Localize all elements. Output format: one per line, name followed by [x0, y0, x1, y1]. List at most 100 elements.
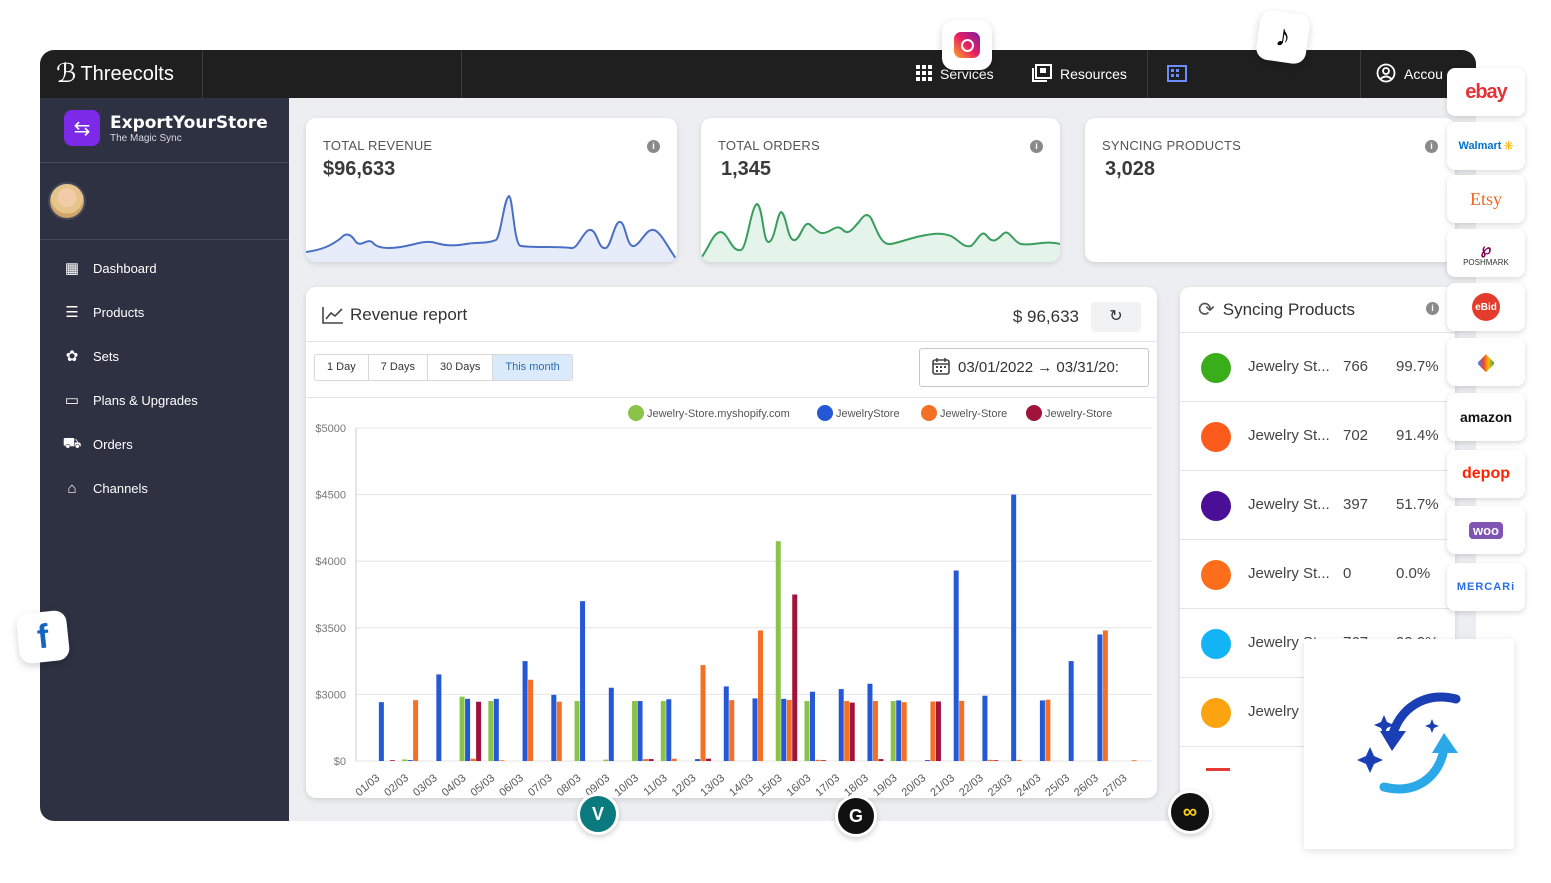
bar-1	[574, 701, 580, 761]
info-icon[interactable]: i	[647, 140, 660, 153]
app-window: ℬ Threecolts Services Resources	[40, 50, 1476, 821]
sidebar-item-sets[interactable]: ✿ Sets	[40, 334, 289, 378]
legend-swatch	[628, 405, 644, 421]
channel-woocommerce[interactable]: woo	[1447, 506, 1525, 554]
store-color-dot	[1201, 560, 1231, 590]
list-item-partial	[1206, 768, 1230, 771]
threecolts-brand[interactable]: ℬ Threecolts	[56, 50, 174, 98]
info-icon[interactable]: i	[1426, 302, 1439, 315]
refresh-button[interactable]: ↻	[1091, 302, 1141, 332]
list-item[interactable]: Jewelry St... 766 99.7%	[1180, 333, 1455, 402]
product-count: 0	[1343, 565, 1352, 582]
range-this-month[interactable]: This month	[493, 355, 572, 380]
channel-mercari[interactable]: MERCARi	[1447, 563, 1525, 611]
x-tick-label: 01/03	[353, 772, 382, 797]
bar-1	[775, 541, 781, 761]
syncing-products-title: ⟳ Syncing Products	[1198, 297, 1355, 322]
account-menu[interactable]: Accou	[1376, 50, 1443, 98]
bar-2	[551, 694, 557, 761]
facebook-icon: f	[35, 617, 51, 656]
bar-2	[493, 698, 499, 761]
calendar-icon	[932, 357, 950, 379]
sidebar: ⇆ ExportYourStore The Magic Sync ▦ Dashbo…	[40, 98, 289, 821]
channel-ebay[interactable]: ebay	[1447, 68, 1525, 116]
top-bar: ℬ Threecolts Services Resources	[40, 50, 1476, 98]
bar-3	[901, 702, 907, 761]
grid-icon	[916, 64, 932, 84]
services-menu[interactable]: Services	[916, 50, 994, 98]
range-7-days[interactable]: 7 Days	[369, 355, 428, 380]
x-tick-label: 20/03	[900, 772, 929, 797]
poshmark-logo: POSHMARK	[1463, 257, 1509, 267]
legend-label: Jewelry-Store.myshopify.com	[647, 408, 790, 420]
bar-2	[1097, 634, 1103, 761]
bar-3	[1045, 699, 1051, 761]
sync-percent: 91.4%	[1396, 427, 1439, 444]
range-1-day[interactable]: 1 Day	[315, 355, 369, 380]
syncing-products-label: SYNCING PRODUCTS	[1102, 138, 1241, 153]
x-tick-label: 23/03	[986, 772, 1015, 797]
ebay-logo: ebay	[1465, 80, 1508, 103]
x-tick-label: 03/03	[411, 772, 440, 797]
revenue-report-title-text: Revenue report	[350, 305, 468, 324]
channel-ebid[interactable]: eBid	[1447, 283, 1525, 331]
channel-poshmark[interactable]: ℘ POSHMARK	[1447, 229, 1525, 277]
range-30-days[interactable]: 30 Days	[428, 355, 494, 380]
channel-google-shopping[interactable]: ◆	[1447, 338, 1525, 386]
store-color-dot	[1201, 629, 1231, 659]
poshmark-icon: ℘	[1480, 240, 1492, 258]
sidebar-item-channels[interactable]: ⌂ Channels	[40, 466, 289, 510]
sidebar-item-label: Orders	[93, 436, 133, 452]
channel-walmart[interactable]: Walmart ✳	[1447, 122, 1525, 170]
app-brand[interactable]: ⇆ ExportYourStore The Magic Sync	[64, 110, 268, 146]
bar-2	[1039, 700, 1045, 761]
info-icon[interactable]: i	[1030, 140, 1043, 153]
bar-3	[729, 700, 735, 761]
vinted-icon: V	[577, 793, 619, 835]
bar-3	[528, 679, 534, 761]
x-tick-label: 25/03	[1043, 772, 1072, 797]
library-icon	[1032, 63, 1052, 85]
channel-amazon[interactable]: amazon	[1447, 393, 1525, 441]
bar-2	[809, 691, 815, 761]
x-tick-label: 05/03	[468, 772, 497, 797]
resources-menu[interactable]: Resources	[1032, 50, 1127, 98]
google-icon: G	[835, 795, 877, 837]
channel-depop[interactable]: depop	[1447, 450, 1525, 498]
bar-4	[935, 701, 941, 761]
channel-etsy[interactable]: Etsy	[1447, 175, 1525, 223]
bar-1	[632, 701, 638, 761]
product-count: 766	[1343, 358, 1369, 375]
sidebar-item-label: Dashboard	[93, 260, 157, 276]
sidebar-item-orders[interactable]: ⛟ Orders	[40, 422, 289, 466]
syncing-products-card: SYNCING PRODUCTS 3,028 i	[1085, 118, 1455, 262]
sidebar-item-products[interactable]: ☰ Products	[40, 290, 289, 334]
walmart-logo: Walmart	[1458, 140, 1502, 152]
legend-swatch	[817, 405, 833, 421]
sidebar-item-label: Plans & Upgrades	[93, 392, 198, 408]
bar-2	[695, 759, 701, 761]
tiktok-badge: ♪	[1254, 8, 1312, 66]
list-item[interactable]: Jewelry St... 397 51.7%	[1180, 471, 1455, 540]
bar-2	[666, 699, 672, 761]
list-item[interactable]: Jewelry St... 0 0.0%	[1180, 540, 1455, 609]
sidebar-item-plans-upgrades[interactable]: ▭ Plans & Upgrades	[40, 378, 289, 422]
sidebar-item-dashboard[interactable]: ▦ Dashboard	[40, 246, 289, 290]
sidebar-nav: ▦ Dashboard ☰ Products ✿ Sets ▭ Plans & Upgrade…	[40, 246, 289, 510]
date-range-picker[interactable]: 03/01/2022 → 03/31/20:	[919, 348, 1149, 387]
product-count: 702	[1343, 427, 1369, 444]
y-tick-label: $3500	[315, 623, 346, 635]
user-avatar[interactable]	[48, 182, 86, 220]
organization-menu[interactable]	[1167, 50, 1195, 98]
store-name: Jewelry St...	[1248, 496, 1330, 513]
info-icon[interactable]: i	[1425, 140, 1438, 153]
bar-3	[1102, 630, 1108, 761]
bar-2	[781, 698, 787, 761]
x-tick-label: 21/03	[928, 772, 957, 797]
list-item[interactable]: Jewelry St... 702 91.4%	[1180, 402, 1455, 471]
x-tick-label: 14/03	[727, 772, 756, 797]
instagram-badge	[942, 20, 992, 70]
total-orders-label: TOTAL ORDERS	[718, 138, 820, 153]
store-color-dot	[1201, 422, 1231, 452]
bar-1	[804, 701, 810, 761]
